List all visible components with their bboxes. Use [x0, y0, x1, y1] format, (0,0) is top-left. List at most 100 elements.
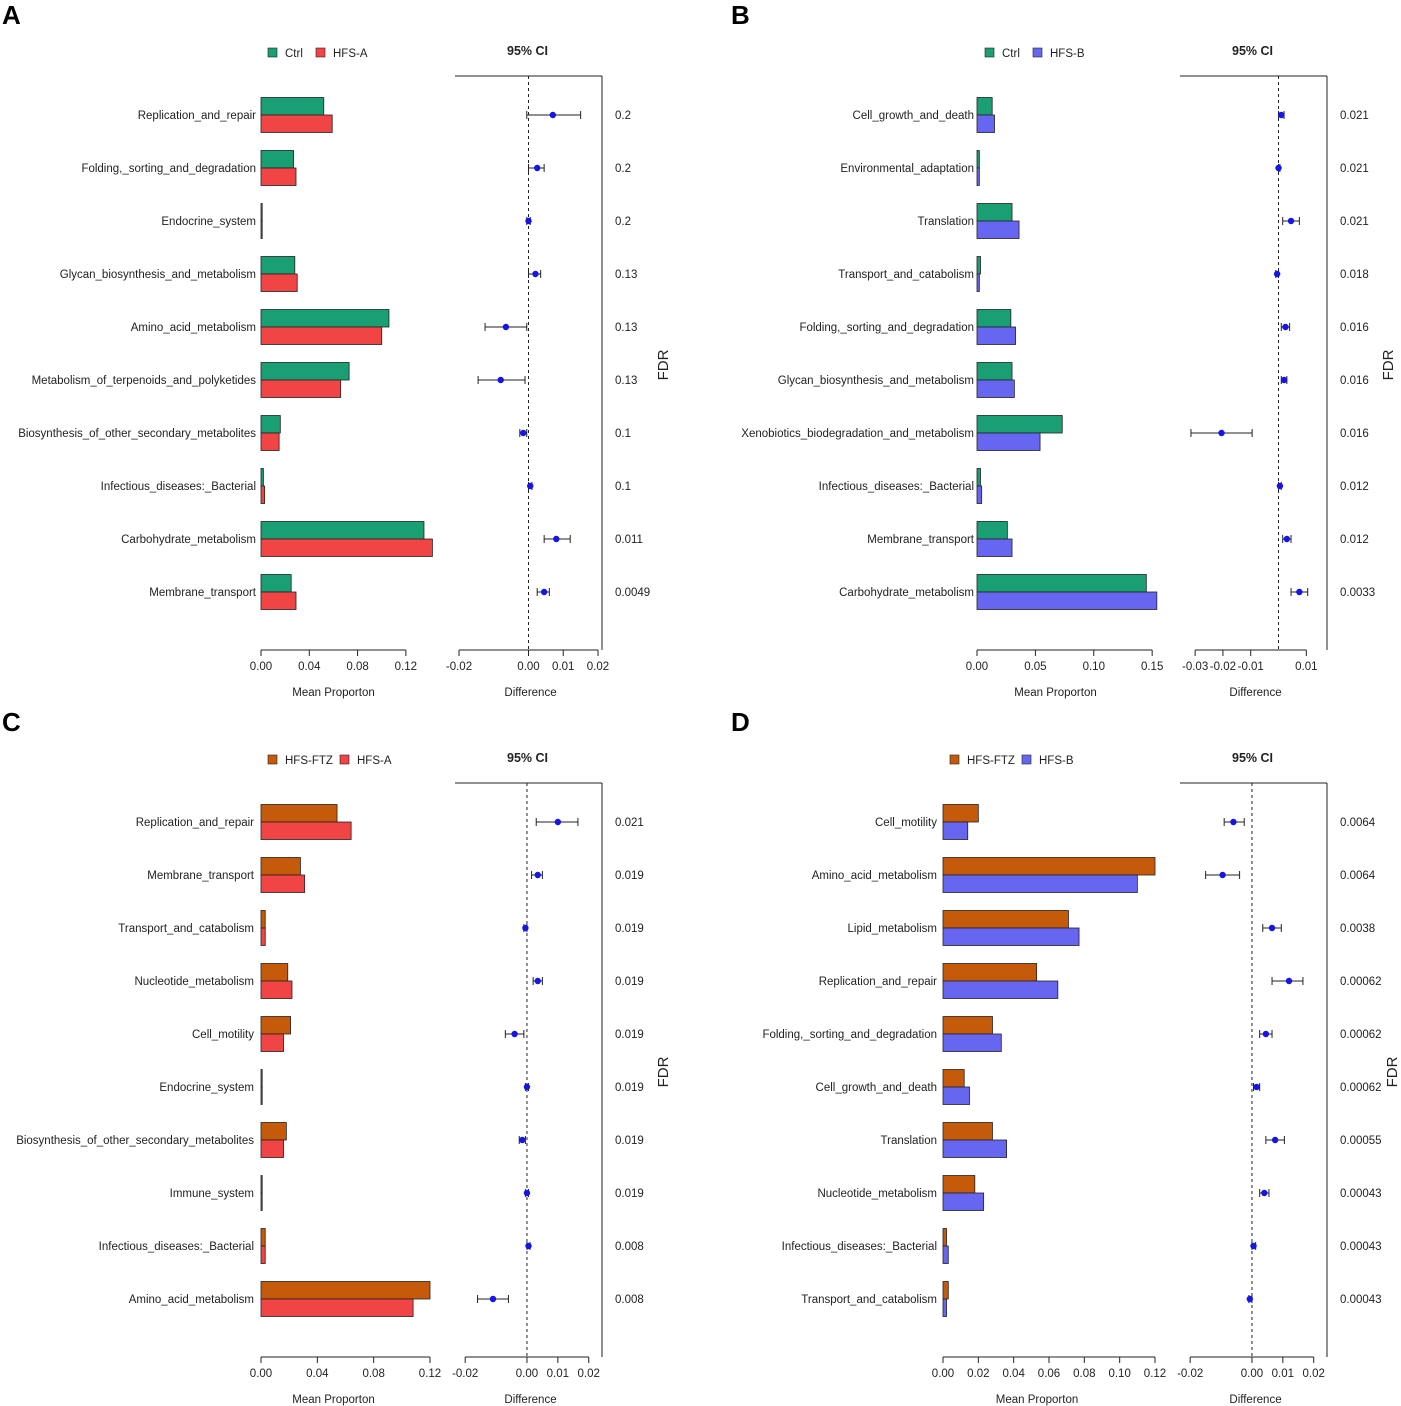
fdr-value: 0.012	[1340, 534, 1369, 546]
category-label: Infectious_diseases:_Bacterial	[101, 481, 256, 493]
bar-hfs-a	[260, 1033, 284, 1052]
category-label: Endocrine_system	[159, 1082, 254, 1094]
difference-point	[1261, 1189, 1268, 1197]
legend-label: HFS-A	[357, 755, 392, 767]
bar-hfs-a	[260, 980, 293, 999]
legend-swatch	[1021, 754, 1032, 765]
bar-hfs-b	[942, 874, 1138, 893]
diff-tick-label: 0.02	[578, 1368, 600, 1380]
category-label: Replication_and_repair	[819, 976, 937, 988]
bar-tick-label: 0.08	[346, 661, 368, 673]
bar-tick-label: 0.08	[362, 1368, 384, 1380]
bar-hfs-ftz	[260, 1016, 291, 1035]
bar-hfs-ftz	[942, 1069, 965, 1088]
bar-tick-label: 0.00	[250, 661, 272, 673]
diff-tick-label: -0.01	[1238, 661, 1264, 673]
difference-point	[534, 871, 541, 879]
difference-point	[1278, 111, 1285, 119]
fdr-value: 0.00062	[1340, 1029, 1382, 1041]
category-label: Membrane_transport	[149, 587, 257, 599]
fdr-value: 0.1	[615, 481, 631, 493]
fdr-value: 0.021	[615, 817, 644, 829]
difference-point	[1262, 1030, 1270, 1038]
diff-tick-label: 0.01	[1272, 1368, 1294, 1380]
diff-axis-title: Difference	[1229, 687, 1281, 699]
bar-ctrl	[260, 415, 281, 434]
diff-tick-label: -0.03	[1182, 661, 1208, 673]
bar-hfs-ftz	[260, 963, 289, 982]
bar-hfs-b	[976, 326, 1016, 345]
legend-label: HFS-B	[1050, 48, 1085, 60]
bar-hfs-ftz	[942, 1122, 993, 1141]
bar-hfs-a	[260, 591, 297, 610]
bar-hfs-a	[260, 1086, 263, 1105]
category-label: Amino_acid_metabolism	[812, 870, 937, 882]
category-label: Amino_acid_metabolism	[131, 322, 256, 334]
bar-ctrl	[976, 309, 1012, 328]
bar-ctrl	[260, 521, 425, 540]
legend-label: HFS-B	[1039, 755, 1074, 767]
bar-hfs-ftz	[260, 804, 338, 823]
bar-tick-label: 0.08	[1073, 1368, 1095, 1380]
difference-point	[519, 1136, 526, 1144]
fdr-value: 0.012	[1340, 481, 1369, 493]
bar-ctrl	[976, 574, 1147, 593]
bar-hfs-ftz	[942, 910, 1069, 929]
bar-hfs-b	[976, 591, 1158, 610]
bar-ctrl	[260, 97, 325, 116]
bar-hfs-b	[942, 1086, 970, 1105]
bar-hfs-a	[260, 167, 297, 186]
fdr-value: 0.0038	[1340, 923, 1375, 935]
panel-letter: C	[2, 707, 21, 737]
category-label: Carbohydrate_metabolism	[121, 534, 256, 546]
panel-letter: B	[731, 0, 750, 30]
diff-axis-title: Difference	[504, 1394, 556, 1406]
bar-hfs-a	[260, 220, 263, 239]
fdr-value: 0.019	[615, 870, 644, 882]
category-label: Immune_system	[170, 1188, 254, 1200]
bar-tick-label: 0.06	[1038, 1368, 1060, 1380]
bar-hfs-ftz	[942, 1175, 976, 1194]
bar-hfs-b	[976, 114, 995, 133]
panel-a: A Ctrl HFS-A 95% CI FDR 0.00 0.04 0.08 0.12 Mean …	[2, 0, 672, 699]
difference-point	[1246, 1295, 1253, 1303]
bar-hfs-a	[260, 485, 266, 504]
bar-ctrl	[260, 256, 296, 275]
bar-hfs-b	[942, 1033, 1002, 1052]
fdr-value: 0.13	[615, 269, 637, 281]
fdr-value: 0.011	[615, 534, 643, 546]
category-label: Endocrine_system	[161, 216, 256, 228]
fdr-value: 0.019	[615, 1082, 644, 1094]
category-label: Transport_and_catabolism	[118, 923, 254, 935]
bar-hfs-b	[976, 273, 980, 292]
bar-tick-label: 0.10	[1083, 661, 1105, 673]
panel-c: C HFS-FTZ HFS-A 95% CI FDR 0.00 0.04 0.08 0.12 Me…	[2, 707, 672, 1406]
diff-tick-label: 0.00	[517, 661, 539, 673]
fdr-value: 0.00055	[1340, 1135, 1382, 1147]
difference-point	[1276, 482, 1284, 490]
legend-label: HFS-FTZ	[285, 755, 333, 767]
category-label: Infectious_diseases:_Bacterial	[819, 481, 974, 493]
bar-hfs-ftz	[260, 910, 266, 929]
bar-hfs-b	[976, 538, 1013, 557]
panel-letter: D	[731, 707, 750, 737]
bar-tick-label: 0.04	[306, 1368, 329, 1380]
diff-tick-label: 0.01	[547, 1368, 569, 1380]
bar-hfs-a	[260, 821, 352, 840]
category-label: Cell_motility	[192, 1029, 254, 1041]
bar-ctrl	[976, 468, 981, 487]
difference-point	[522, 924, 529, 932]
category-label: Transport_and_catabolism	[801, 1294, 937, 1306]
ci-title: 95% CI	[1232, 44, 1273, 58]
bar-axis-title: Mean Proporton	[1014, 687, 1096, 699]
bar-tick-label: 0.04	[298, 661, 321, 673]
fdr-value: 0.019	[615, 923, 644, 935]
difference-point	[1271, 1136, 1279, 1144]
bar-ctrl	[260, 468, 264, 487]
difference-point	[1296, 588, 1303, 596]
bar-axis-title: Mean Proporton	[996, 1394, 1078, 1406]
fdr-value: 0.019	[615, 976, 644, 988]
difference-point	[553, 535, 560, 543]
fdr-value: 0.0033	[1340, 587, 1375, 599]
bar-axis-title: Mean Proporton	[292, 1394, 374, 1406]
